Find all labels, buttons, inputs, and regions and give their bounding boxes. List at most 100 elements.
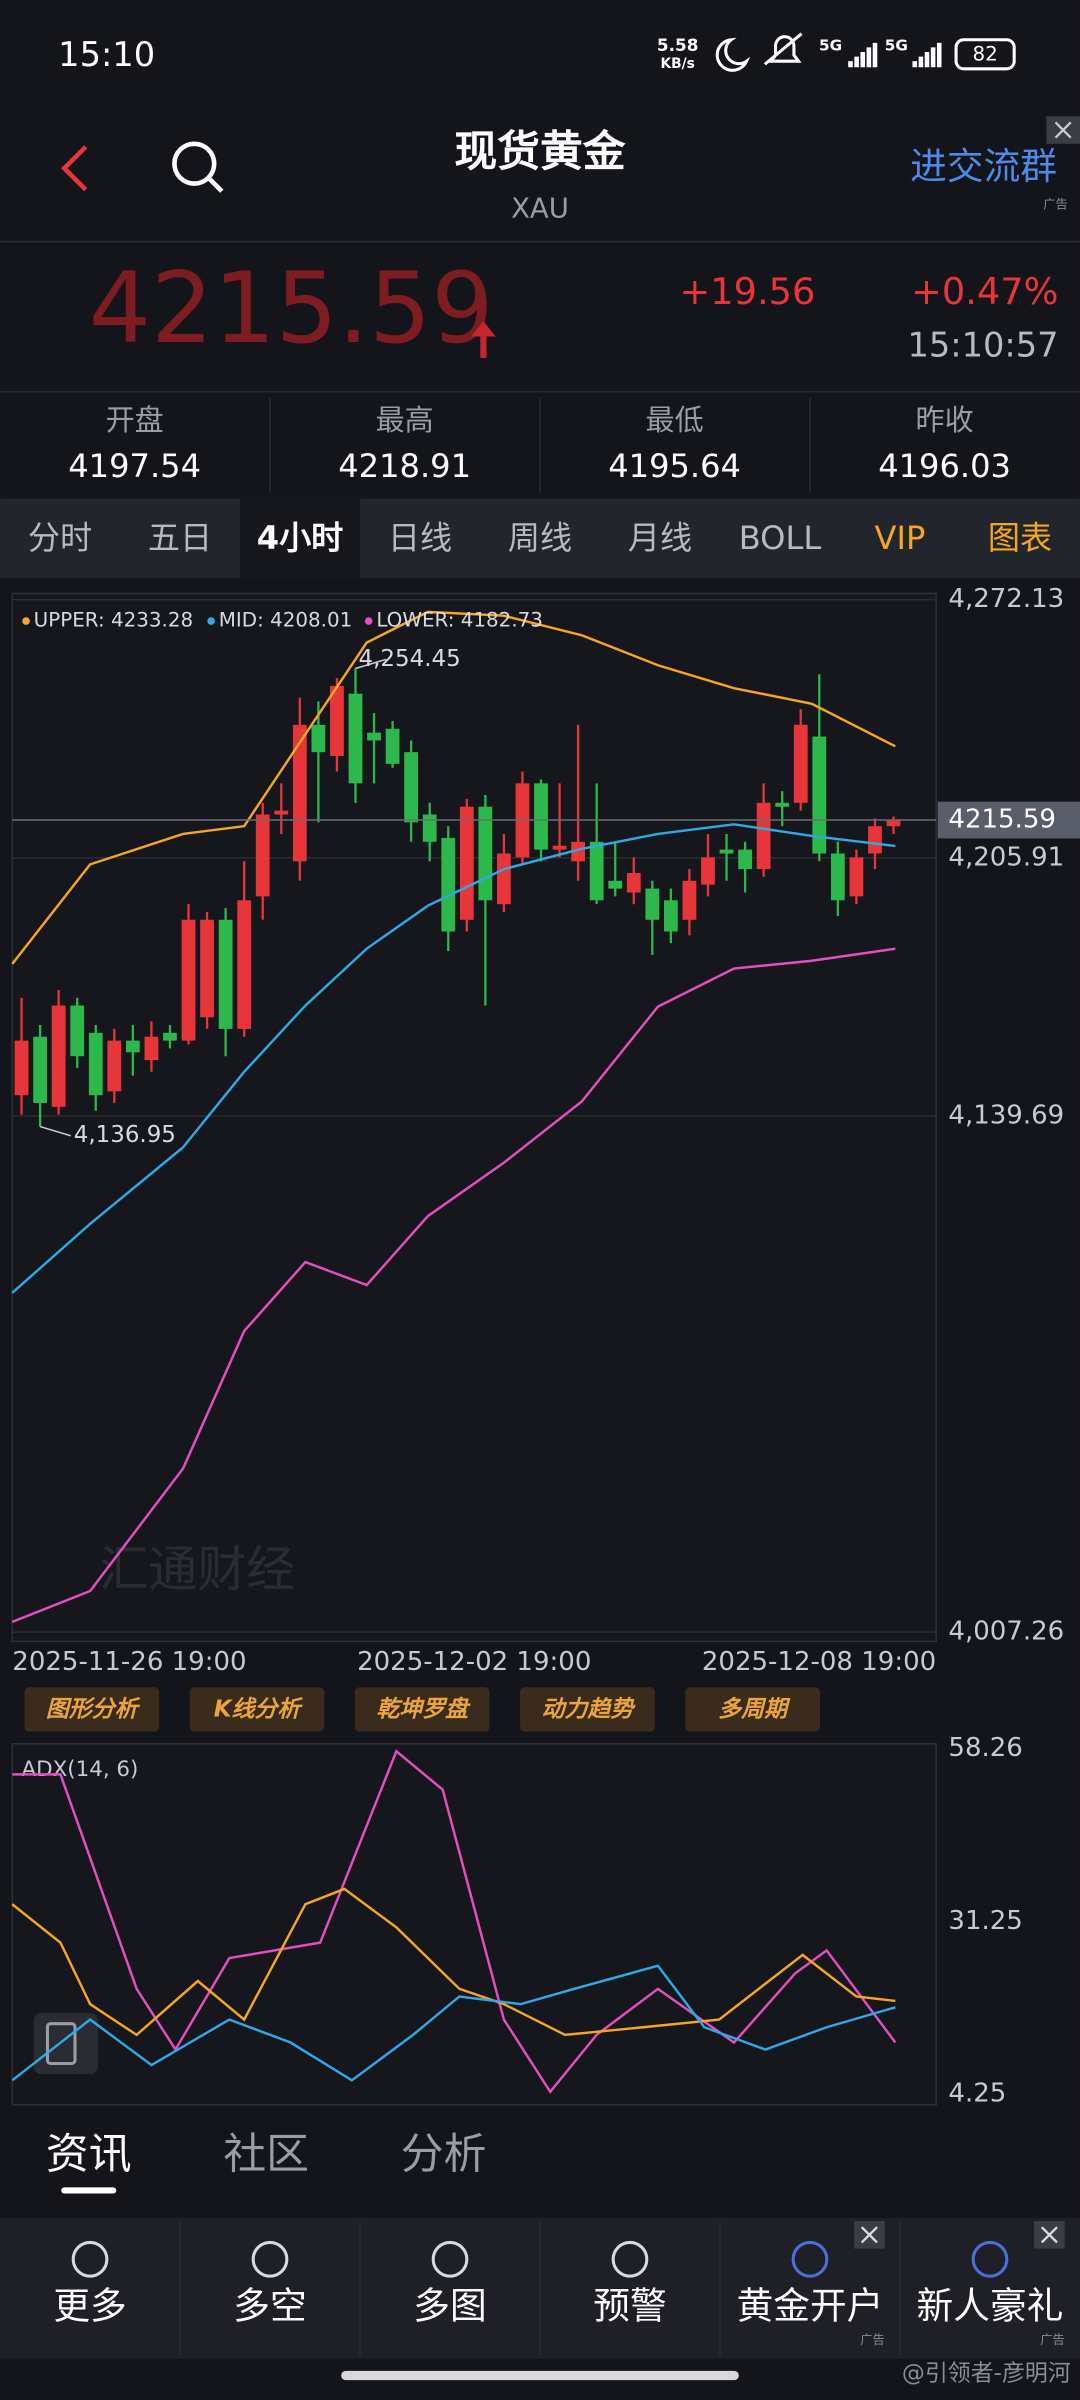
tool-button-bg[interactable] (685, 1687, 820, 1732)
period-tab[interactable]: 图表 (988, 519, 1052, 557)
candle-body (311, 724, 326, 753)
nav-label[interactable]: 黄金开户 (737, 2285, 884, 2328)
period-tab[interactable]: 4小时 (257, 519, 344, 557)
period-tabs-bg (0, 498, 1080, 579)
candle-body (422, 814, 437, 842)
x-tick-label: 2025-12-02 19:00 (357, 1647, 591, 1677)
candle-body (88, 1032, 103, 1096)
tool-button[interactable]: 乾坤罗盘 (376, 1697, 471, 1723)
nav-icon[interactable] (791, 2240, 829, 2278)
drawing-tool-button[interactable] (33, 2013, 98, 2075)
tool-button-bg[interactable] (520, 1687, 655, 1732)
stat-value: 4218.91 (338, 447, 471, 485)
candle-body (719, 849, 734, 854)
candle-body (793, 724, 808, 803)
candle-body (459, 806, 474, 920)
period-tab[interactable]: BOLL (739, 519, 822, 557)
series-line (11, 823, 896, 1294)
candle-body (107, 1040, 122, 1092)
back-button[interactable] (61, 145, 88, 192)
tool-button-bg[interactable] (354, 1687, 490, 1732)
period-tab[interactable]: 日线 (388, 519, 452, 557)
last-price-tag: 4215.59 (948, 805, 1056, 835)
x-tick-label: 2025-11-26 19:00 (12, 1647, 246, 1677)
candle-body (385, 728, 400, 764)
active-tab-bg (240, 498, 361, 579)
period-tab[interactable]: 分时 (28, 519, 92, 557)
tool-button-bg[interactable] (24, 1687, 160, 1732)
candle-body (70, 1005, 85, 1057)
candle-body (775, 802, 790, 807)
candle-body (663, 900, 678, 932)
up-arrow (471, 321, 496, 358)
candle-body (645, 888, 660, 920)
tool-button[interactable]: 图形分析 (46, 1697, 141, 1723)
annotation-label: 4,254.45 (359, 646, 461, 672)
y-tick-label: 4,205.91 (948, 842, 1064, 872)
ad-link[interactable]: 进交流群 (910, 145, 1057, 188)
period-tab[interactable]: 周线 (508, 519, 572, 557)
candle-body (552, 845, 567, 850)
ad-close[interactable] (1046, 116, 1080, 144)
candle-body (237, 900, 252, 1029)
period-tab[interactable]: 月线 (628, 519, 692, 557)
signal-icon (848, 42, 878, 68)
nav-icon[interactable] (251, 2240, 289, 2278)
candle-body (886, 820, 901, 827)
candle-body (701, 857, 715, 885)
news-tab[interactable]: 社区 (223, 2129, 309, 2179)
stat-label: 最高 (376, 403, 434, 437)
candle-body (756, 802, 771, 870)
series-line (11, 947, 896, 1624)
series-line (11, 1887, 896, 2037)
battery-level: 82 (972, 43, 997, 66)
quote-time: 15:10:57 (907, 326, 1058, 365)
candle-body (14, 1040, 29, 1096)
price-change: +19.56 (680, 270, 816, 313)
candle-body (626, 872, 641, 893)
tool-button[interactable]: 多周期 (718, 1697, 791, 1723)
nav-icon[interactable] (971, 2240, 1009, 2278)
adx-panel (11, 1743, 937, 2106)
candle-body (51, 1005, 66, 1107)
legend-label: UPPER: 4233.28 (34, 609, 193, 632)
period-tab[interactable]: 五日 (148, 519, 212, 557)
y-tick-label: 4,272.13 (948, 584, 1064, 614)
tool-button[interactable]: K线分析 (214, 1697, 304, 1723)
candle-body (497, 853, 511, 905)
series-line (11, 610, 896, 965)
kline-panel (11, 592, 937, 1643)
news-tab-underline (61, 2187, 117, 2194)
nav-label[interactable]: 预警 (593, 2285, 666, 2328)
candle-body (404, 752, 419, 823)
nav-label[interactable]: 更多 (53, 2285, 126, 2328)
nav-icon[interactable] (611, 2240, 649, 2278)
nav-icon[interactable] (431, 2240, 469, 2278)
stat-value: 4196.03 (878, 447, 1011, 485)
page-title: 现货黄金 (454, 127, 625, 177)
nav-label[interactable]: 多图 (413, 2285, 486, 2328)
stat-label: 最低 (646, 403, 704, 437)
news-tab[interactable]: 资讯 (46, 2129, 132, 2179)
candle-body (292, 724, 307, 862)
nav-label[interactable]: 新人豪礼 (917, 2285, 1064, 2328)
y-tick-label: 4.25 (948, 2079, 1006, 2109)
news-tab[interactable]: 分析 (401, 2129, 487, 2179)
tool-button[interactable]: 动力趋势 (542, 1697, 637, 1723)
candle-body (181, 919, 196, 1041)
candle-body (849, 857, 864, 897)
net-unit: KB/s (660, 56, 694, 72)
ad-tag: 广告 (1040, 2333, 1064, 2347)
home-indicator (341, 2370, 739, 2381)
search-button[interactable] (172, 141, 224, 193)
nav-label[interactable]: 多空 (233, 2285, 306, 2328)
tool-button-bg[interactable] (189, 1687, 325, 1732)
last-price: 4215.59 (89, 252, 494, 366)
period-tab[interactable]: VIP (875, 519, 926, 557)
nav-icon[interactable] (71, 2240, 109, 2278)
watermark: @引领者-彦明河 (902, 2360, 1071, 2386)
price-change-percent: +0.47% (911, 270, 1058, 313)
candle-body (534, 783, 548, 850)
